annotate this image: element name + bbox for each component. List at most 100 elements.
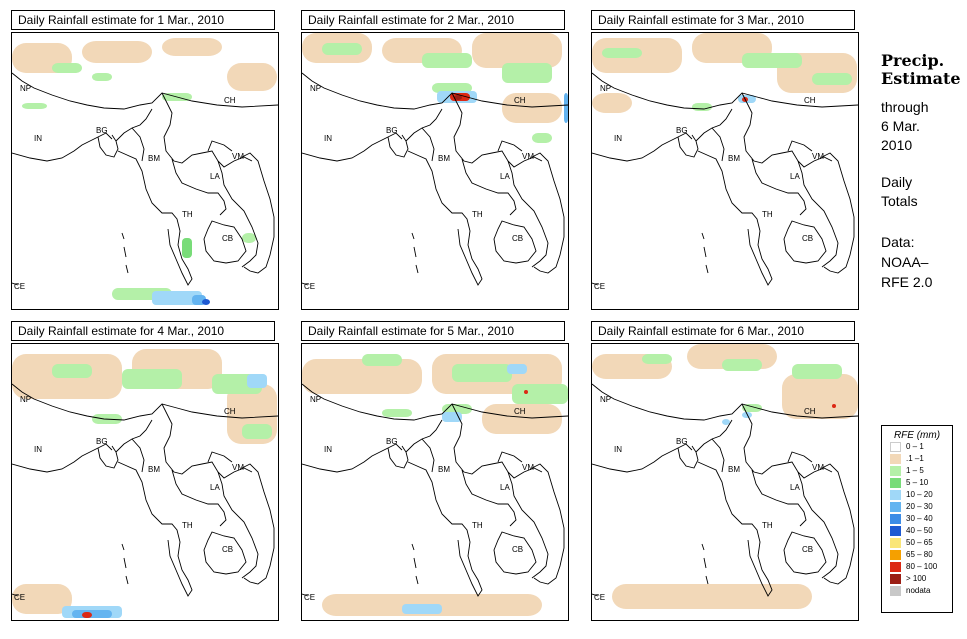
rainfall-area — [22, 103, 47, 109]
country-border — [115, 419, 153, 453]
rainfall-area — [82, 612, 92, 618]
country-border — [302, 593, 309, 597]
rainfall-area — [322, 43, 362, 55]
rainfall-area — [92, 73, 112, 81]
country-label-la: LA — [790, 483, 800, 492]
country-label-ch: CH — [224, 407, 236, 416]
legend-swatch — [890, 550, 901, 560]
country-border — [461, 158, 517, 216]
country-label-ce: CE — [14, 282, 25, 291]
country-border — [302, 282, 309, 286]
map-svg: NP CH IN BG BM VM LA TH CB CE — [592, 344, 858, 609]
country-border — [217, 160, 259, 268]
legend-swatch — [890, 538, 901, 548]
rainfall-area — [612, 584, 812, 609]
country-border — [703, 557, 707, 569]
rainfall-area — [792, 364, 842, 379]
rainfall-area — [302, 359, 422, 394]
legend-label: 10 – 20 — [906, 490, 933, 499]
country-label-bg: BG — [386, 126, 398, 135]
country-label-la: LA — [790, 172, 800, 181]
country-border — [413, 246, 417, 258]
country-label-ce: CE — [14, 593, 25, 602]
country-label-th: TH — [182, 210, 193, 219]
legend-label: 65 – 80 — [906, 550, 933, 559]
rainfall-area — [247, 374, 267, 388]
legend-swatch — [890, 502, 901, 512]
country-border — [97, 134, 119, 158]
country-label-bm: BM — [148, 465, 160, 474]
country-border — [592, 383, 858, 421]
rainfall-area — [832, 404, 836, 408]
rainfall-area — [12, 584, 72, 614]
legend-label: 5 – 10 — [906, 478, 929, 487]
legend-label: 80 – 100 — [906, 562, 938, 571]
legend-item: 30 – 40 — [882, 513, 952, 525]
country-border — [703, 246, 707, 258]
country-label-np: NP — [310, 84, 321, 93]
country-border — [451, 92, 543, 168]
country-border — [677, 134, 699, 158]
rainfall-area — [472, 33, 562, 68]
rainfall-area — [152, 291, 202, 305]
rainfall-area — [122, 369, 182, 389]
legend-item: 10 – 20 — [882, 489, 952, 501]
country-label-in: IN — [34, 134, 42, 143]
rainfall-area — [532, 133, 552, 143]
country-label-la: LA — [210, 172, 220, 181]
country-border — [115, 108, 153, 142]
sidebar-daily: Daily — [881, 174, 913, 190]
country-label-cb: CB — [802, 545, 813, 554]
rainfall-area — [742, 53, 802, 68]
rainfall-area — [564, 93, 568, 123]
rainfall-area — [692, 103, 712, 111]
country-border — [677, 445, 699, 469]
rainfall-map: NP CH IN BG BM VM LA TH CB CE — [301, 343, 569, 621]
country-border — [695, 108, 733, 142]
legend-label: .1 –1 — [906, 454, 924, 463]
country-label-vm: VM — [232, 463, 244, 472]
country-label-ce: CE — [304, 282, 315, 291]
sidebar-data-label: Data: — [881, 234, 915, 250]
legend-item: 5 – 10 — [882, 477, 952, 489]
country-label-np: NP — [600, 395, 611, 404]
country-border — [387, 445, 409, 469]
country-label-th: TH — [182, 521, 193, 530]
map-svg: NP CH IN BG BM VM LA TH CB CE — [592, 33, 858, 291]
rainfall-map: NP CH IN BG BM VM LA TH CB CE — [591, 32, 859, 310]
country-label-np: NP — [20, 84, 31, 93]
country-border — [123, 557, 127, 569]
rainfall-area — [482, 404, 562, 434]
country-border — [407, 461, 483, 597]
rainfall-map: NP CH IN BG BM VM LA TH CB CE — [11, 343, 279, 621]
country-label-ch: CH — [804, 96, 816, 105]
legend-item: .1 –1 — [882, 453, 952, 465]
legend-swatch — [890, 526, 901, 536]
country-border — [701, 543, 705, 551]
rainfall-area — [382, 409, 412, 417]
country-border — [411, 543, 415, 551]
sidebar-title-line1: Precip. — [881, 51, 945, 70]
sidebar-date-line2: 2010 — [881, 137, 913, 153]
rainfall-area — [202, 299, 210, 305]
rainfall-area — [502, 63, 552, 83]
country-label-np: NP — [600, 84, 611, 93]
country-border — [592, 282, 599, 286]
legend-item: 80 – 100 — [882, 561, 952, 573]
legend-label: 1 – 5 — [906, 466, 924, 475]
country-border — [387, 134, 409, 158]
country-label-in: IN — [324, 134, 332, 143]
country-border — [421, 438, 435, 473]
country-border — [751, 469, 807, 527]
country-border — [123, 246, 127, 258]
country-border — [97, 445, 119, 469]
sidebar-totals: Totals — [881, 193, 918, 209]
country-label-vm: VM — [522, 463, 534, 472]
country-label-ch: CH — [514, 407, 526, 416]
country-border — [592, 132, 693, 162]
sidebar-source-line1: NOAA– — [881, 254, 929, 270]
country-border — [497, 451, 523, 463]
country-border — [171, 469, 227, 527]
legend-swatch — [890, 574, 901, 584]
rainfall-area — [422, 53, 472, 68]
